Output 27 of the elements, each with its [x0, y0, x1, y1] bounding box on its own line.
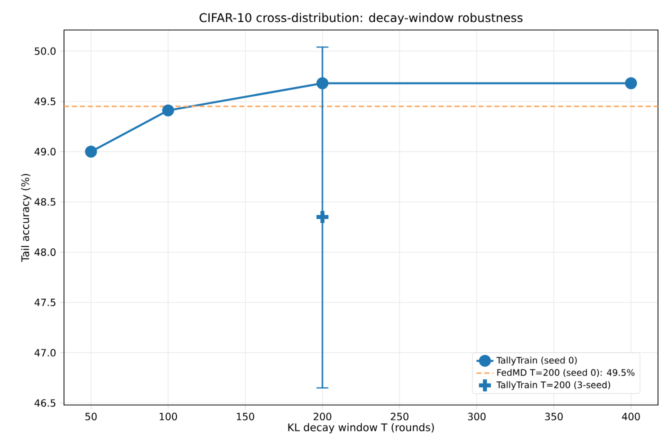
x-tick-label: 300: [468, 412, 486, 420]
x-tick-label: 50: [85, 412, 97, 420]
x-axis-title: KL decay window T (rounds): [288, 423, 434, 434]
x-tick-label: 100: [160, 412, 177, 420]
x-tick-label: 250: [390, 412, 408, 420]
point: [85, 146, 97, 158]
chart-title: CIFAR-10 cross-distribution: decay-window robustness: [200, 12, 523, 24]
point: [162, 104, 174, 116]
point: [314, 209, 330, 225]
y-tick-label: 46.5: [34, 399, 56, 407]
y-tick-label: 47.5: [34, 298, 56, 306]
y-tick-label: 49.0: [34, 148, 56, 156]
point: [316, 77, 328, 90]
y-axis-title: Tail accuracy (%): [21, 174, 32, 262]
y-tick-label: 50.0: [34, 47, 56, 55]
x-tick-label: 400: [622, 412, 640, 420]
x-tick-label: 200: [314, 412, 332, 420]
y-tick-label: 48.5: [34, 198, 56, 206]
y-tick-label: 48.0: [34, 248, 56, 256]
y-tick-label: 47.0: [34, 348, 56, 356]
legend-label: TallyTrain (seed 0): [496, 356, 577, 366]
legend-label: FedMD T=200 (seed 0): 49.5%: [497, 368, 634, 377]
y-tick-label: 49.5: [34, 98, 56, 106]
x-tick-label: 350: [545, 412, 563, 420]
point: [625, 77, 637, 90]
legend-label: TallyTrain T=200 (3-seed): [496, 381, 610, 390]
x-tick-label: 150: [236, 412, 254, 420]
